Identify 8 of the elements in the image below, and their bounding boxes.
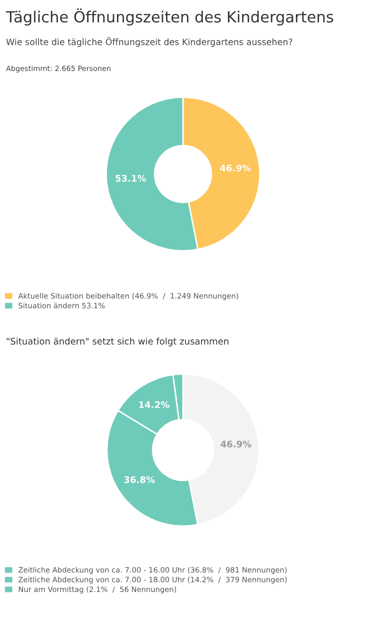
chart-title: Tägliche Öffnungszeiten des Kindergartens <box>6 8 334 26</box>
data-label: 53.1% <box>116 174 146 182</box>
chart-title: "Situation ändern" setzt sich wie folgt zusammen <box>6 338 228 346</box>
data-label: 36.8% <box>124 476 155 484</box>
data-label: 46.9% <box>220 164 251 172</box>
data-label: 46.9% <box>220 440 252 448</box>
data-label: 14.2% <box>139 401 170 408</box>
chart-subtitle: Wie sollte die tägliche Öffnungszeit des Kindergartens aussehen? <box>6 37 292 47</box>
